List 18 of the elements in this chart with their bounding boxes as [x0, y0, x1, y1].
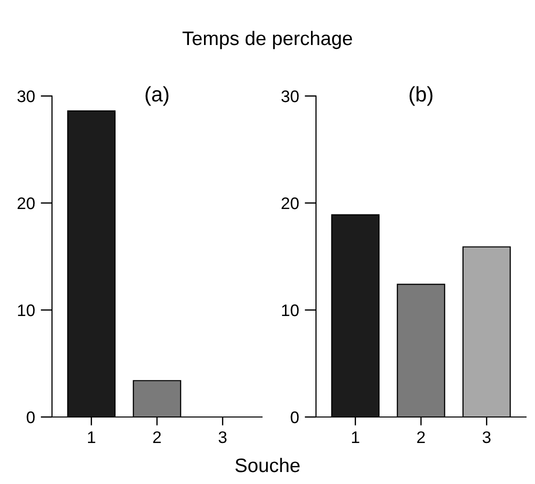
- x-axis-title: Souche: [235, 458, 300, 472]
- y-tick-label: 20: [282, 197, 299, 210]
- x-tick-label: 2: [153, 431, 161, 443]
- chart-subtitle: (a): [146, 86, 168, 106]
- chart-subtitle: (b): [410, 86, 432, 106]
- x-tick-label: 2: [417, 431, 425, 443]
- x-tick-label: 1: [88, 432, 96, 443]
- y-tick-label: 10: [18, 304, 35, 316]
- x-tick-label: 1: [352, 432, 360, 443]
- y-tick-label: 30: [281, 90, 299, 102]
- y-tick-label: 10: [282, 304, 299, 316]
- x-tick-label: 3: [218, 431, 227, 444]
- chart-title: Temps de perchage: [182, 30, 352, 50]
- x-tick-label: 3: [482, 431, 491, 444]
- y-tick-label: 30: [17, 90, 35, 102]
- y-tick-label: 20: [18, 197, 35, 210]
- y-tick-label: 0: [26, 411, 35, 424]
- y-tick-label: 0: [290, 411, 299, 424]
